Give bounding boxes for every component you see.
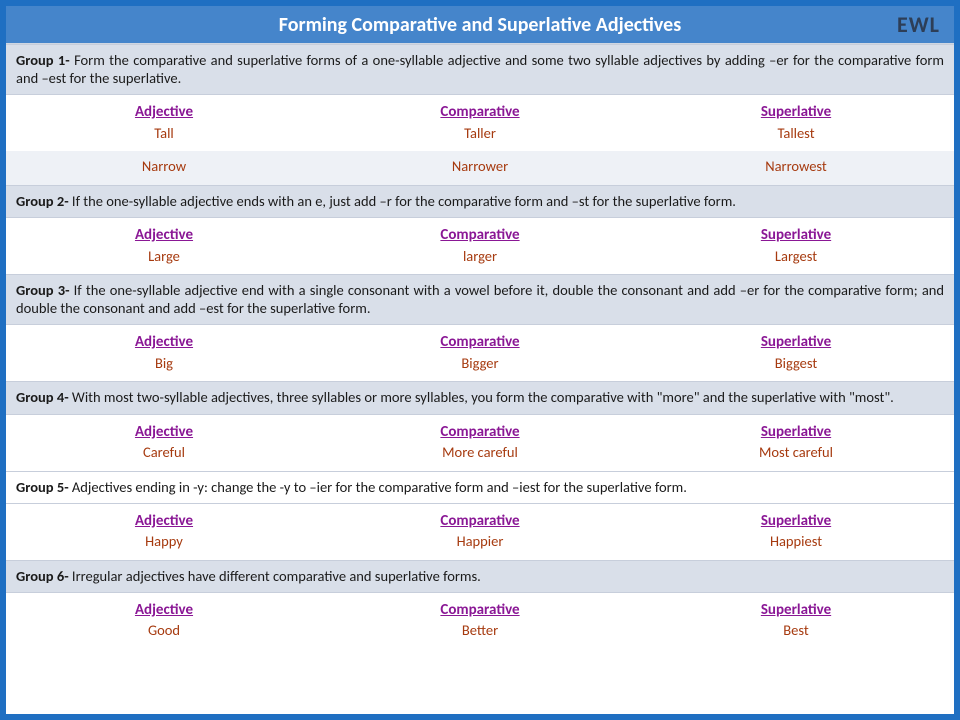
group-rule-text: If the one-syllable adjective end with a… (16, 281, 944, 317)
example-sup: Narrowest (642, 157, 950, 177)
example-row: Narrow Narrower Narrowest (6, 151, 954, 185)
example-cell: ComparativeMore careful (322, 415, 638, 471)
example-adj: Good (10, 621, 318, 641)
example-row: AdjectiveBigComparativeBiggerSuperlative… (6, 325, 954, 381)
example-adj: Careful (10, 443, 318, 463)
column-header-adj: Adjective (10, 421, 318, 444)
group-label: Group 4- (16, 388, 69, 406)
group-rule: Group 1- Form the comparative and superl… (6, 44, 954, 95)
content-body: Group 1- Form the comparative and superl… (6, 44, 954, 649)
example-comp: Bigger (326, 354, 634, 374)
example-row: AdjectiveCarefulComparativeMore carefulS… (6, 415, 954, 471)
column-header-comp: Comparative (326, 599, 634, 622)
group-rule-text: With most two-syllable adjectives, three… (69, 388, 894, 406)
example-cell: SuperlativeBest (638, 593, 954, 649)
example-comp: Better (326, 621, 634, 641)
example-cell: SuperlativeLargest (638, 218, 954, 274)
column-header-sup: Superlative (642, 101, 950, 124)
column-header-comp: Comparative (326, 224, 634, 247)
example-row: AdjectiveGoodComparativeBetterSuperlativ… (6, 593, 954, 649)
example-comp: Happier (326, 532, 634, 552)
example-comp: More careful (326, 443, 634, 463)
example-adj: Big (10, 354, 318, 374)
column-header-comp: Comparative (326, 331, 634, 354)
example-sup: Happiest (642, 532, 950, 552)
column-header-adj: Adjective (10, 101, 318, 124)
example-cell: AdjectiveGood (6, 593, 322, 649)
column-header-sup: Superlative (642, 421, 950, 444)
column-header-comp: Comparative (326, 101, 634, 124)
example-sup: Largest (642, 247, 950, 267)
page-title: Forming Comparative and Superlative Adje… (279, 13, 681, 37)
example-comp: larger (326, 247, 634, 267)
group-rule-text: Form the comparative and superlative for… (16, 51, 944, 87)
example-cell: Narrowest (638, 151, 954, 185)
group-rule-text: If the one-syllable adjective ends with … (69, 192, 736, 210)
group-label: Group 2- (16, 192, 69, 210)
example-adj: Large (10, 247, 318, 267)
example-row: AdjectiveLargeComparativelargerSuperlati… (6, 218, 954, 274)
example-adj: Tall (10, 124, 318, 144)
example-sup: Best (642, 621, 950, 641)
group-rule: Group 4- With most two-syllable adjectiv… (6, 381, 954, 414)
group-rule: Group 3- If the one-syllable adjective e… (6, 274, 954, 325)
column-header-adj: Adjective (10, 331, 318, 354)
example-cell: Comparativelarger (322, 218, 638, 274)
example-row: AdjectiveHappyComparativeHappierSuperlat… (6, 504, 954, 560)
example-cell: Narrower (322, 151, 638, 185)
example-cell: AdjectiveLarge (6, 218, 322, 274)
example-cell: ComparativeTaller (322, 95, 638, 151)
group-label: Group 5- (16, 478, 69, 496)
example-sup: Most careful (642, 443, 950, 463)
example-cell: SuperlativeMost careful (638, 415, 954, 471)
brand-mark: EWL (897, 11, 940, 38)
column-header-comp: Comparative (326, 421, 634, 444)
example-row: AdjectiveTallComparativeTallerSuperlativ… (6, 95, 954, 151)
example-adj: Happy (10, 532, 318, 552)
column-header-adj: Adjective (10, 224, 318, 247)
example-sup: Tallest (642, 124, 950, 144)
example-cell: AdjectiveCareful (6, 415, 322, 471)
example-cell: ComparativeBetter (322, 593, 638, 649)
example-adj: Narrow (10, 157, 318, 177)
group-label: Group 6- (16, 567, 69, 585)
column-header-sup: Superlative (642, 224, 950, 247)
group-rule: Group 2- If the one-syllable adjective e… (6, 185, 954, 218)
group-rule: Group 6- Irregular adjectives have diffe… (6, 560, 954, 593)
column-header-sup: Superlative (642, 599, 950, 622)
example-cell: SuperlativeTallest (638, 95, 954, 151)
group-label: Group 3- (16, 281, 70, 299)
example-cell: AdjectiveHappy (6, 504, 322, 560)
example-cell: ComparativeBigger (322, 325, 638, 381)
title-bar: Forming Comparative and Superlative Adje… (6, 6, 954, 44)
column-header-adj: Adjective (10, 510, 318, 533)
column-header-sup: Superlative (642, 331, 950, 354)
group-rule-text: Adjectives ending in -y: change the -y t… (69, 478, 687, 496)
example-cell: SuperlativeHappiest (638, 504, 954, 560)
column-header-sup: Superlative (642, 510, 950, 533)
column-header-adj: Adjective (10, 599, 318, 622)
example-cell: Narrow (6, 151, 322, 185)
example-comp: Taller (326, 124, 634, 144)
document-frame: Forming Comparative and Superlative Adje… (0, 0, 960, 720)
group-rule: Group 5- Adjectives ending in -y: change… (6, 471, 954, 504)
example-cell: SuperlativeBiggest (638, 325, 954, 381)
example-comp: Narrower (326, 157, 634, 177)
group-label: Group 1- (16, 51, 70, 69)
example-cell: ComparativeHappier (322, 504, 638, 560)
example-cell: AdjectiveTall (6, 95, 322, 151)
group-rule-text: Irregular adjectives have different comp… (69, 567, 481, 585)
column-header-comp: Comparative (326, 510, 634, 533)
example-cell: AdjectiveBig (6, 325, 322, 381)
example-sup: Biggest (642, 354, 950, 374)
